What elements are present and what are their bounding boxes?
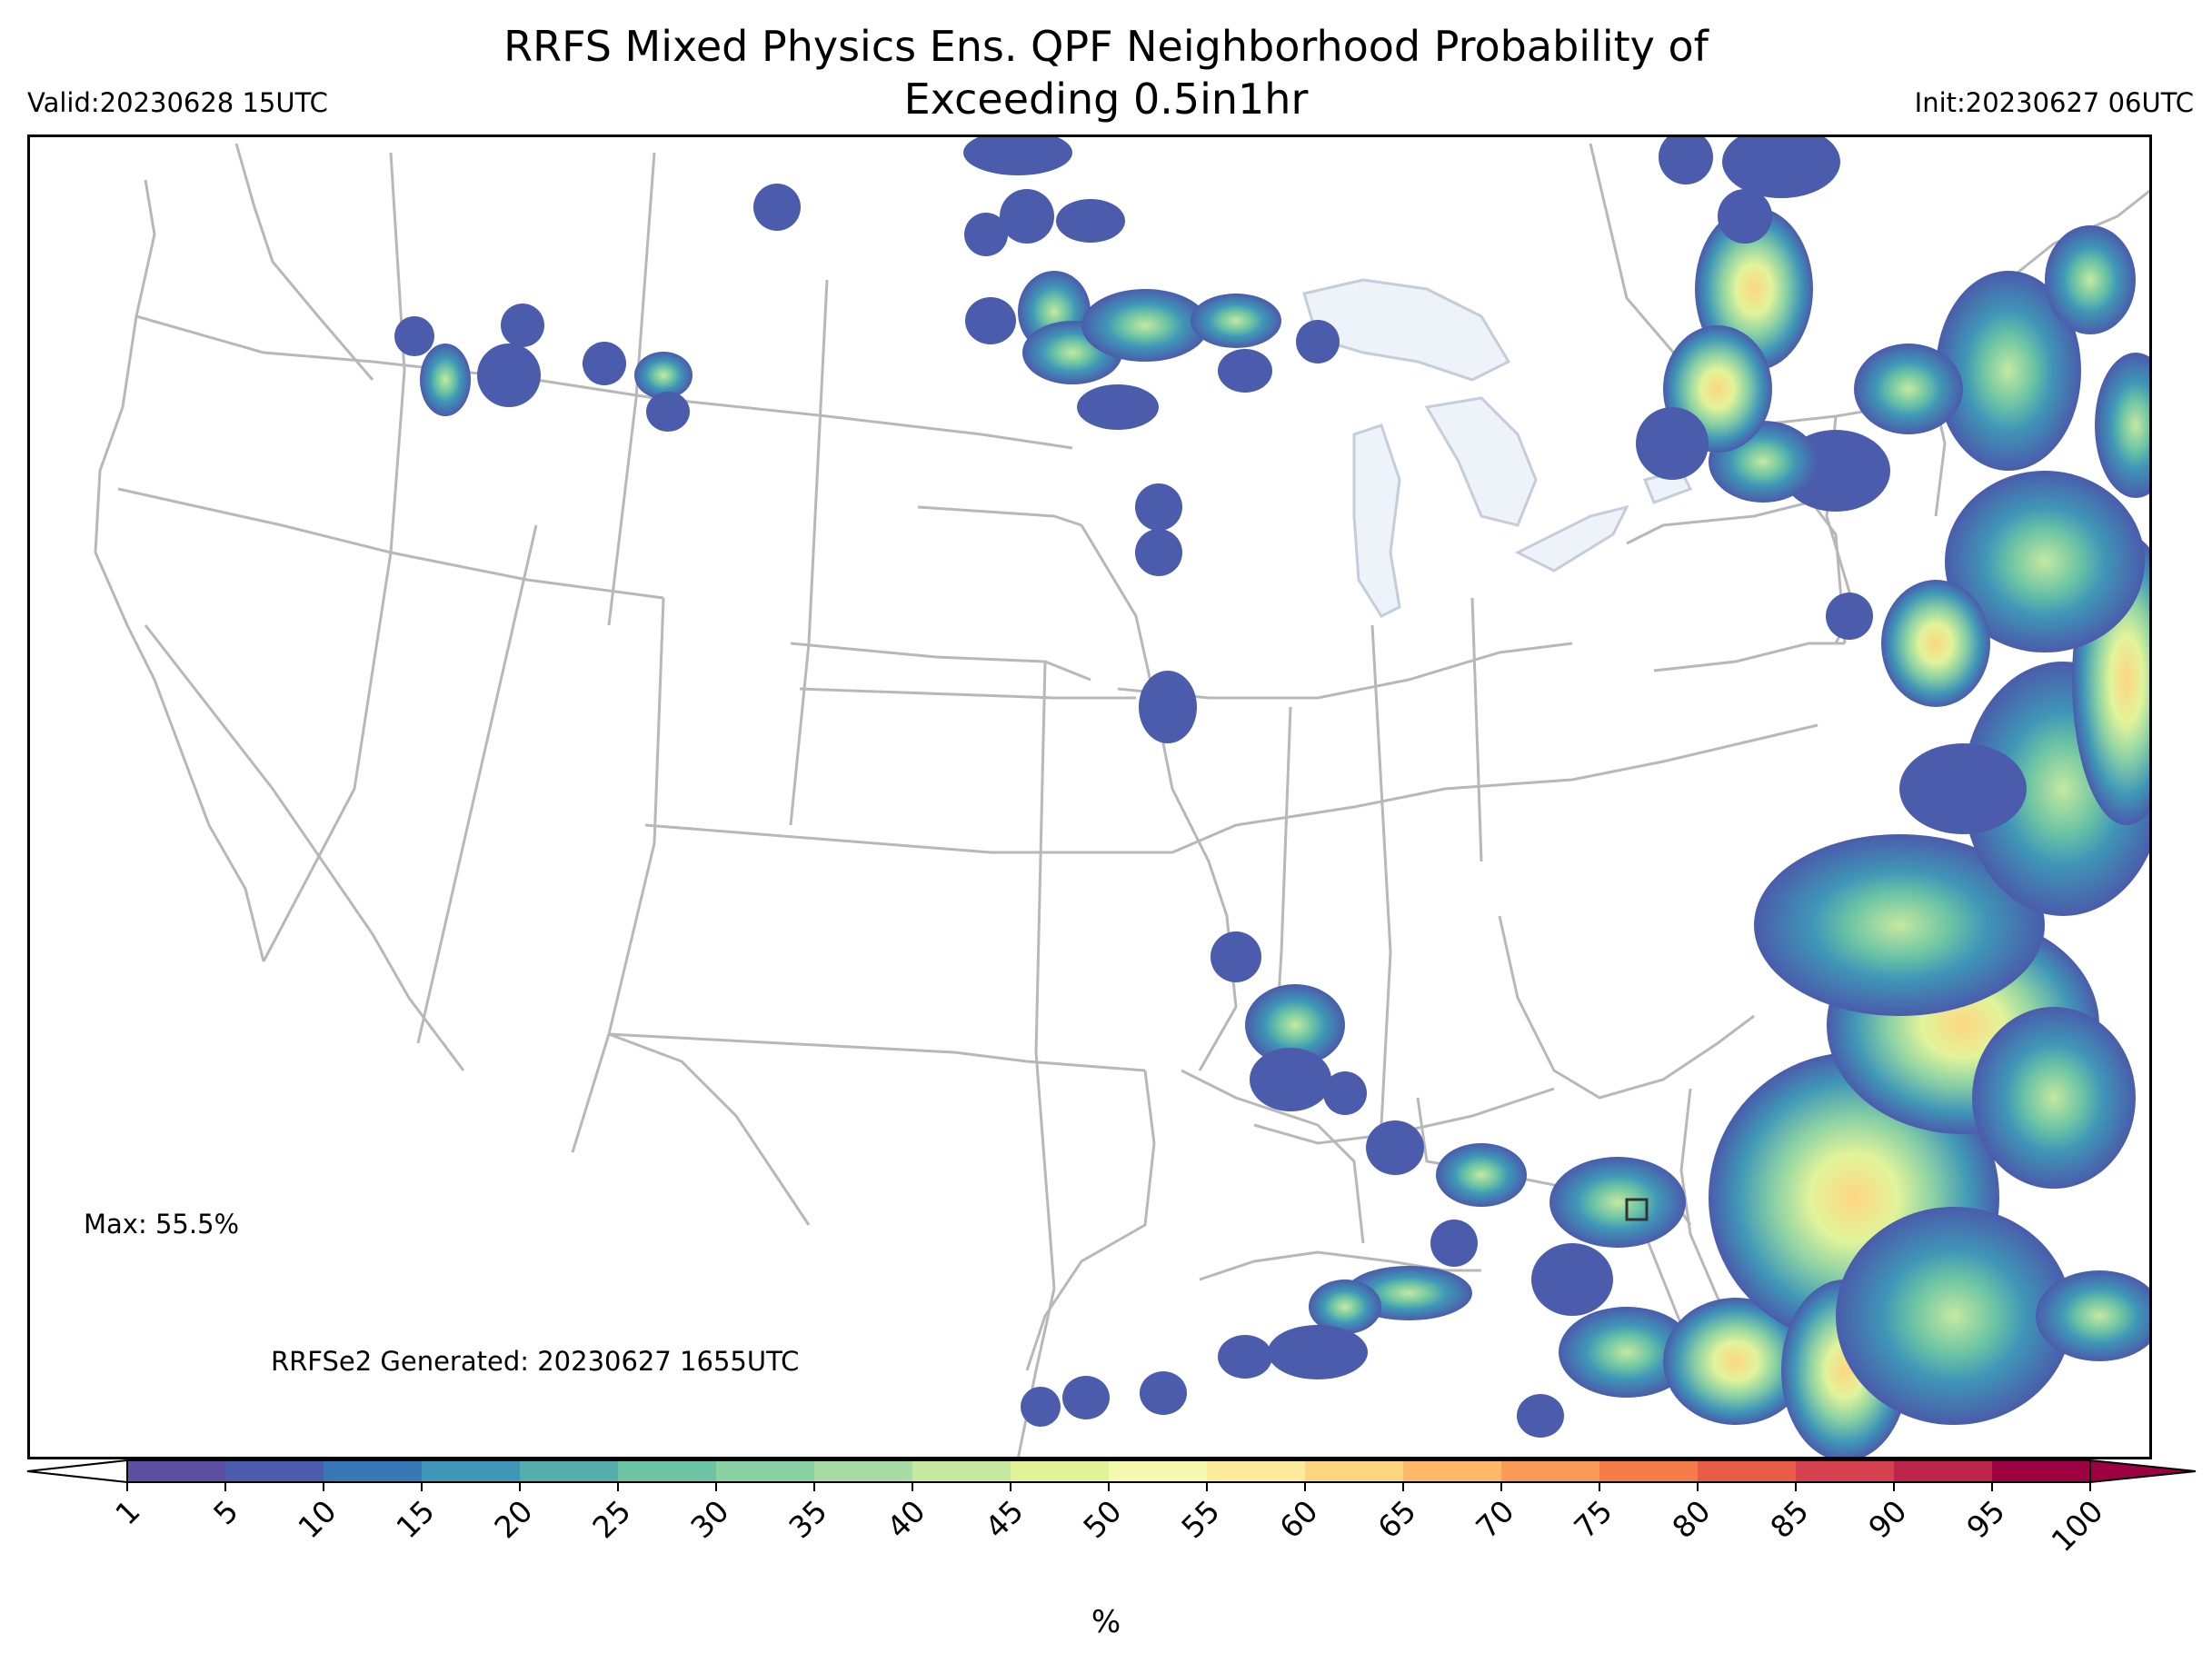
colorbar-tick-label: 45 — [978, 1493, 1030, 1545]
colorbar-segment — [520, 1460, 619, 1482]
colorbar-tick-label: 100 — [2045, 1493, 2110, 1558]
probability-contours — [394, 134, 2152, 1459]
colorbar-extend-min — [26, 1459, 128, 1484]
colorbar-segment — [1894, 1460, 1993, 1482]
colorbar-units-label: % — [1091, 1604, 1121, 1640]
colorbar-segment — [912, 1460, 1011, 1482]
colorbar-tick-label: 65 — [1370, 1493, 1422, 1545]
title-line-1: RRFS Mixed Physics Ens. QPF Neighborhood… — [503, 22, 1709, 71]
colorbar-segment — [1501, 1460, 1600, 1482]
colorbar-segment — [127, 1460, 226, 1482]
max-probability-label: Max: 55.5% — [84, 1209, 240, 1240]
colorbar-segment — [1599, 1460, 1699, 1482]
colorbar-tick-label: 55 — [1174, 1493, 1226, 1545]
colorbar-ticks: 1 5 10 15 20 25 30 35 40 45 50 55 60 65 70 75 80 85 90 95 10… — [108, 1482, 2110, 1558]
colorbar-segment — [422, 1460, 521, 1482]
colorbar-tick-label: 20 — [487, 1493, 539, 1545]
colorbar: 1 5 10 15 20 25 30 35 40 45 50 55 60 65 70 75 80 85 90 95 10… — [26, 1459, 2197, 1558]
colorbar-tick-label: 95 — [1959, 1493, 2011, 1545]
colorbar-tick-label: 90 — [1861, 1493, 1913, 1545]
map-frame — [27, 134, 2152, 1459]
colorbar-tick-label: 10 — [291, 1493, 343, 1545]
colorbar-segments — [26, 1459, 2197, 1484]
colorbar-tick-label: 70 — [1469, 1493, 1520, 1545]
great-lakes — [1302, 278, 1693, 618]
map-title: RRFS Mixed Physics Ens. QPF Neighborhood… — [0, 20, 2212, 125]
colorbar-segment — [1011, 1460, 1110, 1482]
colorbar-segment — [814, 1460, 913, 1482]
title-line-2: Exceeding 0.5in1hr — [903, 75, 1309, 124]
colorbar-tick-label: 25 — [585, 1493, 637, 1545]
colorbar-tick-label: 5 — [206, 1493, 244, 1531]
generated-label: RRFSe2 Generated: 20230627 1655UTC — [271, 1346, 800, 1377]
colorbar-segment — [1207, 1460, 1306, 1482]
colorbar-tick-label: 35 — [782, 1493, 833, 1545]
colorbar-segment — [1796, 1460, 1895, 1482]
probability-map — [27, 134, 2152, 1459]
colorbar-segment — [1992, 1460, 2091, 1482]
init-time-label: Init:20230627 06UTC — [1914, 87, 2194, 118]
colorbar-segment — [716, 1460, 815, 1482]
valid-time-label: Valid:20230628 15UTC — [27, 87, 328, 118]
colorbar-extend-max — [2089, 1459, 2197, 1484]
colorbar-segment — [1403, 1460, 1502, 1482]
colorbar-tick-label: 60 — [1272, 1493, 1324, 1545]
colorbar-tick-label: 15 — [389, 1493, 441, 1545]
colorbar-segment — [618, 1460, 717, 1482]
colorbar-tick-label: 1 — [108, 1493, 146, 1531]
colorbar-segment — [1109, 1460, 1208, 1482]
colorbar-segment — [1305, 1460, 1404, 1482]
colorbar-tick-label: 80 — [1665, 1493, 1717, 1545]
colorbar-tick-label: 40 — [880, 1493, 932, 1545]
colorbar-tick-label: 75 — [1567, 1493, 1619, 1545]
max-location-marker — [1625, 1198, 1649, 1221]
colorbar-tick-label: 85 — [1763, 1493, 1815, 1545]
colorbar-segment — [324, 1460, 423, 1482]
colorbar-segment — [1698, 1460, 1797, 1482]
colorbar-segment — [225, 1460, 324, 1482]
colorbar-tick-label: 30 — [683, 1493, 735, 1545]
colorbar-tick-label: 50 — [1076, 1493, 1128, 1545]
basemap — [94, 134, 2152, 1459]
